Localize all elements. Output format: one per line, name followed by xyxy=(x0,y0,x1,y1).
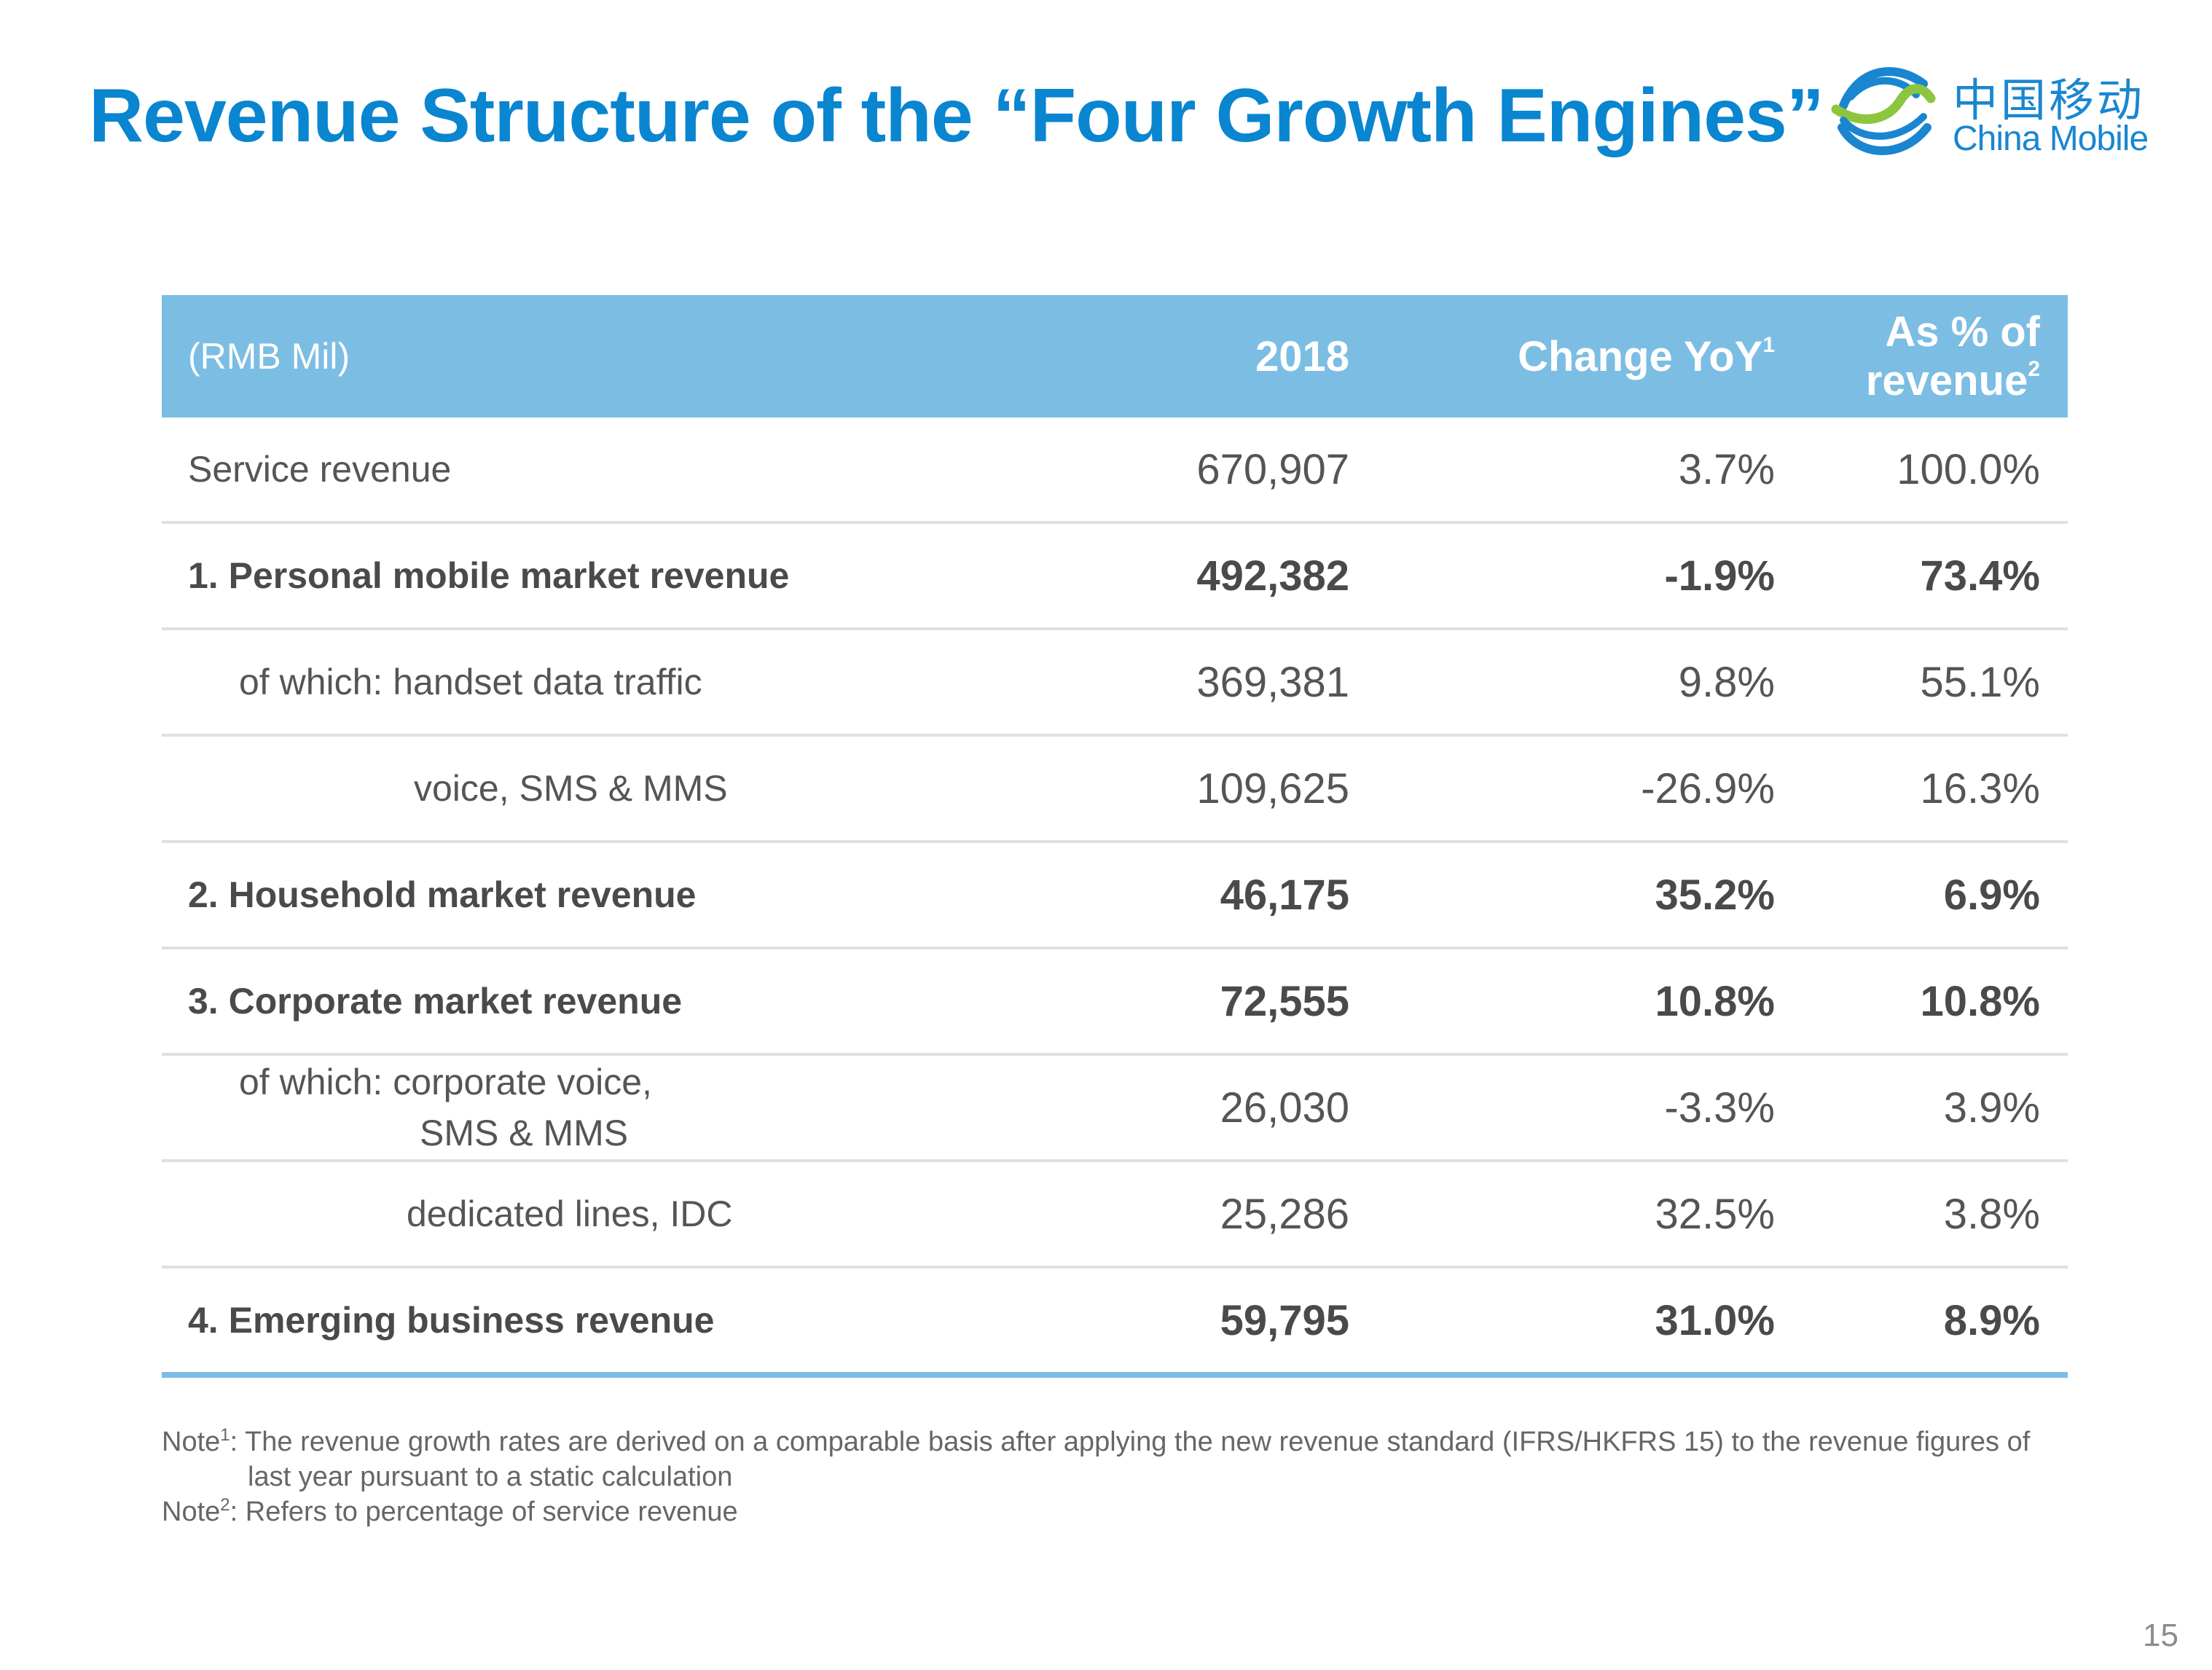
footnote-ref: 2 xyxy=(2028,357,2040,381)
footnote-1: Note1: The revenue growth rates are deri… xyxy=(162,1425,2031,1458)
row-share: 55.1% xyxy=(1920,658,2040,706)
row-value: 72,555 xyxy=(1220,977,1349,1025)
row-value: 59,795 xyxy=(1220,1296,1349,1344)
row-label: of which: corporate voice, SMS & MMS xyxy=(239,1062,652,1153)
row-label: dedicated lines, IDC xyxy=(407,1193,733,1234)
row-change: -3.3% xyxy=(1664,1083,1775,1132)
revenue-table: (RMB Mil) 2018 Change YoY1 As % of reven… xyxy=(162,295,2068,1378)
row-label: of which: handset data traffic xyxy=(239,662,702,702)
row-change: 35.2% xyxy=(1655,871,1775,919)
china-mobile-logo-icon xyxy=(1831,67,1936,155)
row-label: 2. Household market revenue xyxy=(188,874,697,915)
row-value: 46,175 xyxy=(1220,871,1349,919)
row-change: 32.5% xyxy=(1655,1190,1775,1238)
table-row-corporate-voice: of which: corporate voice, SMS & MMS 26,… xyxy=(162,1056,2068,1162)
logo-chinese-name: 中国移动 xyxy=(1953,74,2146,127)
slide-title: Revenue Structure of the “Four Growth En… xyxy=(89,74,1824,158)
row-change: -1.9% xyxy=(1664,552,1775,600)
row-value: 369,381 xyxy=(1196,658,1349,706)
table-row-emerging: 4. Emerging business revenue 59,795 31.0… xyxy=(162,1269,2068,1378)
table-header: (RMB Mil) 2018 Change YoY1 As % of reven… xyxy=(162,295,2068,418)
footnotes: Note1: The revenue growth rates are deri… xyxy=(162,1424,2093,1529)
row-change: 10.8% xyxy=(1655,977,1775,1025)
row-label: Service revenue xyxy=(188,449,452,490)
row-share: 10.8% xyxy=(1920,977,2040,1025)
table-row-personal-mobile: 1. Personal mobile market revenue 492,38… xyxy=(162,524,2068,630)
row-value: 109,625 xyxy=(1196,764,1349,812)
row-label: 4. Emerging business revenue xyxy=(188,1300,715,1341)
row-value: 25,286 xyxy=(1220,1190,1349,1238)
row-value: 670,907 xyxy=(1196,445,1349,493)
row-share: 6.9% xyxy=(1943,871,2040,919)
table-row-service-revenue: Service revenue 670,907 3.7% 100.0% xyxy=(162,418,2068,524)
row-change: 31.0% xyxy=(1655,1296,1775,1344)
row-change: 9.8% xyxy=(1678,658,1775,706)
table-row-voice-sms-mms: voice, SMS & MMS 109,625 -26.9% 16.3% xyxy=(162,737,2068,843)
header-change: Change YoY1 xyxy=(1518,332,1775,380)
row-share: 3.9% xyxy=(1943,1083,2040,1132)
footnote-ref: 1 xyxy=(1762,332,1775,357)
footnote-1-continuation: last year pursuant to a static calculati… xyxy=(248,1462,733,1492)
row-share: 73.4% xyxy=(1920,552,2040,600)
row-label: 3. Corporate market revenue xyxy=(188,981,683,1022)
footnote-2: Note2: Refers to percentage of service r… xyxy=(162,1495,738,1528)
table-row-dedicated-lines: dedicated lines, IDC 25,286 32.5% 3.8% xyxy=(162,1162,2068,1269)
row-share: 8.9% xyxy=(1943,1296,2040,1344)
header-share: As % of revenue2 xyxy=(1865,308,2040,404)
page-number: 15 xyxy=(2143,1618,2178,1653)
row-value: 26,030 xyxy=(1220,1083,1349,1132)
table-row-household: 2. Household market revenue 46,175 35.2%… xyxy=(162,843,2068,949)
row-value: 492,382 xyxy=(1196,552,1349,600)
row-label: voice, SMS & MMS xyxy=(414,768,728,809)
row-share: 100.0% xyxy=(1897,445,2040,493)
table-row-corporate: 3. Corporate market revenue 72,555 10.8%… xyxy=(162,949,2068,1056)
row-label: 1. Personal mobile market revenue xyxy=(188,555,790,596)
row-change: -26.9% xyxy=(1641,764,1775,812)
row-change: 3.7% xyxy=(1678,445,1775,493)
header-unit: (RMB Mil) xyxy=(188,336,350,377)
table-row-handset-data: of which: handset data traffic 369,381 9… xyxy=(162,630,2068,737)
header-year: 2018 xyxy=(1255,332,1349,380)
china-mobile-logo: 中国移动 China Mobile xyxy=(1829,55,2164,171)
row-share: 16.3% xyxy=(1920,764,2040,812)
logo-english-name: China Mobile xyxy=(1953,119,2149,158)
row-share: 3.8% xyxy=(1943,1190,2040,1238)
